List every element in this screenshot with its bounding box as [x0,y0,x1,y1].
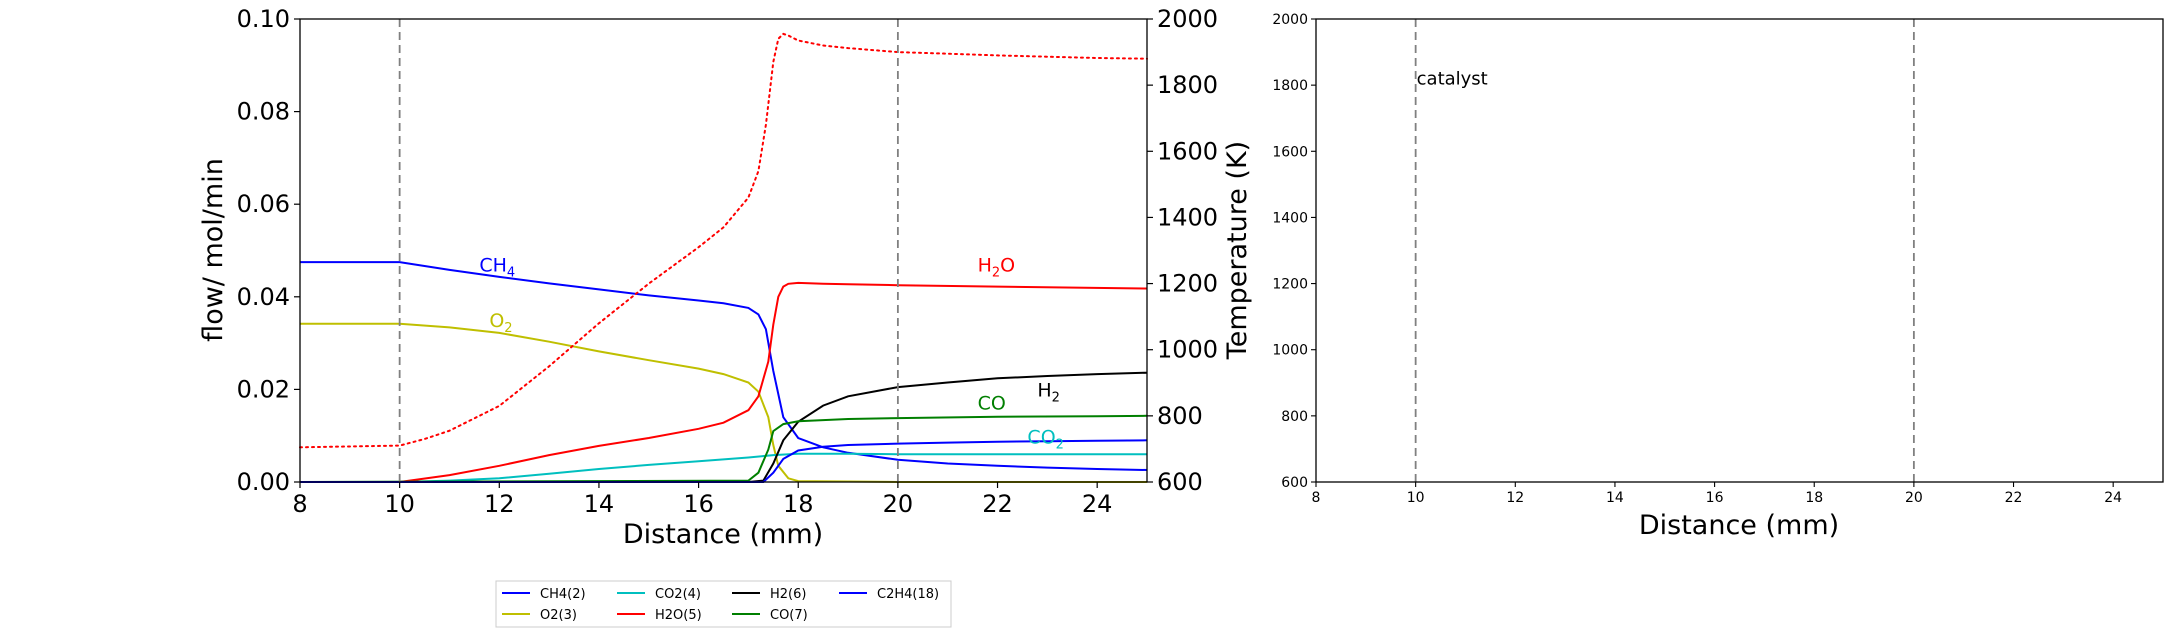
legend-frame [495,580,952,628]
legend-entry-label: C2H4(18) [877,587,939,602]
legend-entry-label: O2(3) [540,608,577,623]
left-x-axis-label: Distance (mm) [623,519,823,550]
y-tick-label: 1600 [1272,144,1308,160]
left-plot-frame [299,18,1148,483]
y-tick-label: 1400 [1272,210,1308,226]
y-tick-label: 0.02 [237,375,290,403]
legend-entry-label: H2O(5) [655,608,702,623]
x-tick-label: 18 [783,490,814,518]
series-line-h2o-5 [300,281,1148,483]
y-tick-label: 800 [1281,409,1308,425]
x-tick-label: 20 [883,490,914,518]
x-tick-label: 8 [1312,490,1321,506]
x-tick-label: 16 [1706,490,1724,506]
catalyst-label: catalyst [1417,69,1488,90]
x-tick-label: 10 [1407,490,1425,506]
right-x-axis: 8 10 12 14 16 18 20 22 24 [1312,482,2122,506]
x-tick-label: 22 [982,490,1013,518]
y-tick-label: 0.08 [237,98,290,126]
x-tick-label: 14 [584,490,615,518]
y-tick-label: 2000 [1272,12,1308,28]
legend-entry-label: CO2(4) [655,587,701,602]
legend-entry-label: CO(7) [770,608,808,623]
y-tick-label: 0.00 [237,468,290,496]
left-y-axis: 0.00 0.02 0.04 0.06 0.08 0.10 [237,5,300,496]
y2-tick-label: 1600 [1157,137,1218,165]
x-tick-label: 12 [1506,490,1524,506]
right-annotations: catalyst [1417,69,1488,90]
left-x-axis: 8 10 12 14 16 18 20 22 24 [292,482,1112,518]
x-tick-label: 24 [2104,490,2122,506]
y2-tick-label: 1400 [1157,203,1218,231]
y-tick-label: 1200 [1272,277,1308,293]
right-chart: 8 10 12 14 16 18 20 22 24 600 800 1000 1200 1400 1600… [1272,12,2164,541]
series-line-co-7 [299,414,1148,483]
right-x-axis-label: Distance (mm) [1639,510,1839,541]
y-tick-label: 600 [1281,475,1308,491]
legend-entry-label: H2(6) [770,587,806,602]
x-tick-label: 22 [2005,490,2023,506]
left-chart: 8 10 12 14 16 18 20 22 24 0.000.020.040.060.080.… [198,5,1253,550]
x-tick-label: 16 [683,490,714,518]
y2-tick-label: 1800 [1157,71,1218,99]
series-line-c2h4-18 [300,439,1148,483]
x-tick-label: 14 [1606,490,1624,506]
left-y-axis-label: flow/ mol/min [198,158,229,342]
y2-tick-label: 1200 [1157,270,1218,298]
left-series-layer [299,32,1148,483]
x-tick-label: 8 [292,490,307,518]
x-tick-label: 10 [384,490,415,518]
x-tick-label: 18 [1805,490,1823,506]
left-y2-axis: 600 800 1000 1200 1400 1600 1800 2000 [1147,5,1218,496]
series-line-ch4-2 [300,261,1148,471]
species-annotation: CO [978,392,1006,414]
y2-tick-label: 600 [1157,468,1203,496]
series-line-o2-3 [300,322,1147,483]
y2-tick-label: 800 [1157,402,1203,430]
legend: CH4(2) CO2(4) H2(6) C2H4(18) O2(3) H2O(5) CO(7… [495,580,952,628]
x-tick-label: 24 [1082,490,1113,518]
y2-tick-label: 2000 [1157,5,1218,33]
right-y-axis: 600 800 1000 1200 1400 1600 1800 2000 [1272,12,1316,491]
y-tick-label: 0.10 [237,5,290,33]
right-plot-frame [1315,18,2164,483]
series-line-h2-6 [300,371,1148,483]
y-tick-label: 1000 [1272,343,1308,359]
x-tick-label: 12 [484,490,515,518]
x-tick-label: 20 [1905,490,1923,506]
left-y2-axis-label: Temperature (K) [1222,141,1253,360]
series-line-co2-4 [300,452,1147,483]
y-tick-label: 0.06 [237,190,290,218]
y-tick-label: 1800 [1272,78,1308,94]
y2-tick-label: 1000 [1157,336,1218,364]
y-tick-label: 0.04 [237,283,290,311]
legend-entry-label: CH4(2) [540,587,586,602]
series-line-temperature [299,32,1148,449]
